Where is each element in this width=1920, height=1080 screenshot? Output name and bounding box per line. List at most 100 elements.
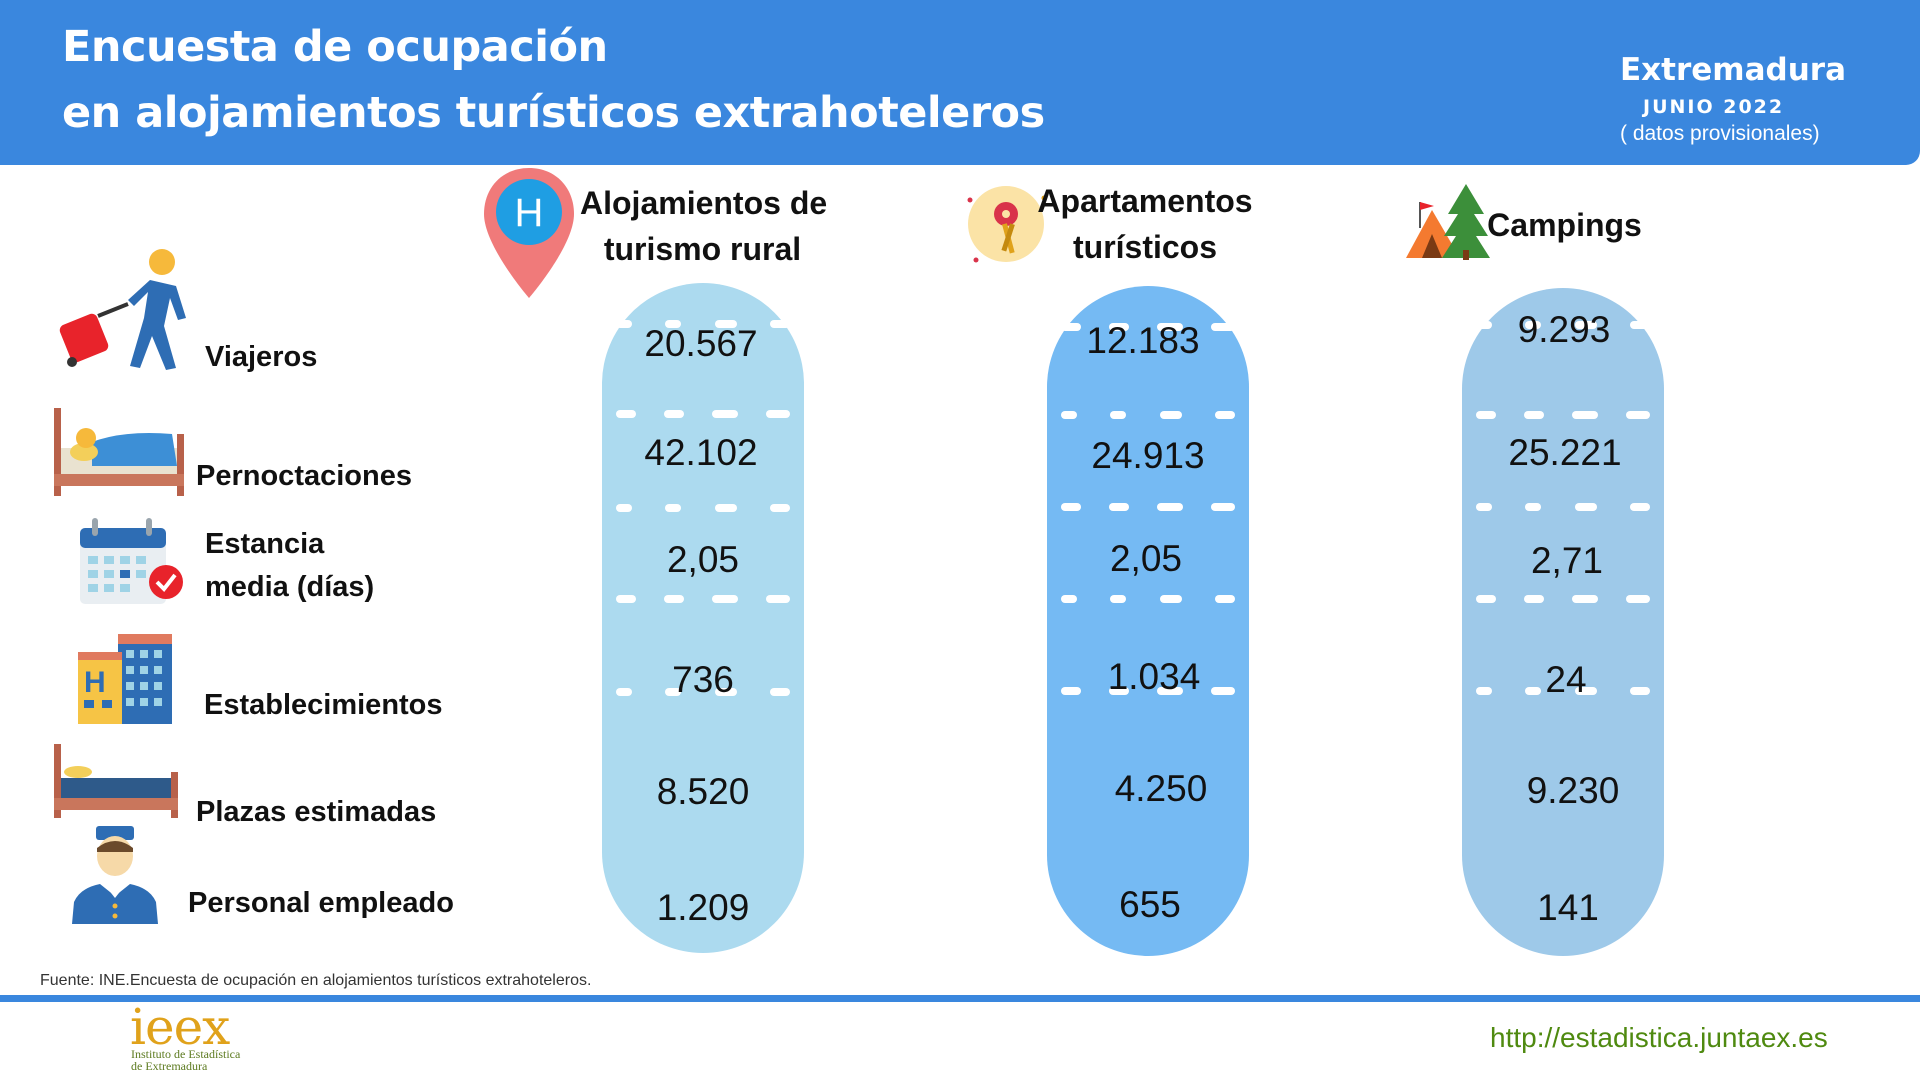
traveler-icon — [59, 249, 186, 370]
dash — [616, 595, 636, 603]
dash — [616, 504, 632, 512]
dash — [616, 688, 632, 696]
dash — [1061, 411, 1077, 419]
separator-dashes — [616, 409, 790, 419]
dash — [1061, 323, 1081, 331]
separator-dashes — [616, 319, 790, 329]
dash — [1157, 323, 1183, 331]
dash — [1110, 595, 1127, 603]
value-campings-estancia: 2,71 — [1530, 540, 1603, 581]
value-rural-pernoctaciones: 42.102 — [644, 432, 758, 473]
separator-dashes — [616, 503, 790, 513]
dash — [1572, 595, 1598, 603]
dash — [766, 410, 790, 418]
value-campings-viajeros: 9.293 — [1517, 309, 1611, 350]
region-label: Extremadura — [1620, 52, 1846, 88]
separator-dashes — [1476, 320, 1650, 330]
footer-divider — [0, 995, 1920, 1002]
metric-label-personal: Personal empleado — [188, 887, 454, 919]
dash — [1110, 411, 1127, 419]
separator-dashes — [1061, 410, 1235, 420]
dash — [1109, 687, 1129, 695]
separator-dashes — [1061, 594, 1235, 604]
dash — [769, 320, 790, 328]
dash — [1061, 503, 1081, 511]
separator-dashes — [1061, 322, 1235, 332]
value-rural-viajeros: 20.567 — [644, 323, 758, 364]
dash — [1476, 595, 1496, 603]
dash — [1157, 687, 1183, 695]
dash — [1061, 595, 1077, 603]
ieex-logo-subtitle-line1: Instituto de Estadística — [131, 1047, 241, 1061]
dash — [1211, 687, 1235, 695]
dash — [664, 410, 684, 418]
column-title-apartments-line2: turísticos — [1072, 229, 1218, 265]
value-campings-pernoctaciones: 25.221 — [1508, 432, 1622, 473]
dash — [1574, 503, 1597, 511]
dash — [1524, 595, 1544, 603]
dash — [1476, 321, 1492, 329]
dash — [712, 410, 738, 418]
dash — [1214, 411, 1235, 419]
dash — [1626, 411, 1650, 419]
dash — [766, 595, 790, 603]
dash — [1525, 687, 1542, 695]
metric-label-establecimientos: Establecimientos — [204, 689, 443, 721]
keys-icon — [967, 186, 1047, 263]
pill-campings — [1462, 288, 1664, 956]
hotel-building-icon: H — [78, 634, 172, 724]
dash — [665, 320, 682, 328]
dash — [1159, 411, 1182, 419]
dash — [1574, 321, 1597, 329]
dash — [1211, 323, 1235, 331]
website-link[interactable]: http://estadistica.juntaex.es — [1490, 1022, 1828, 1053]
value-campings-plazas: 9.230 — [1526, 770, 1620, 811]
header-banner: Encuesta de ocupación en alojamientos tu… — [0, 0, 1920, 165]
column-title-apartments-line1: Apartamentos — [1037, 183, 1253, 219]
dash — [1061, 687, 1081, 695]
value-apartments-personal: 655 — [1119, 884, 1181, 925]
ieex-logo: ieex — [130, 998, 230, 1056]
value-rural-establecimientos: 736 — [672, 659, 734, 700]
dash — [1525, 503, 1542, 511]
dash — [1524, 411, 1544, 419]
dash — [664, 595, 684, 603]
dash — [714, 320, 737, 328]
dash — [1157, 503, 1183, 511]
dash — [769, 504, 790, 512]
page-title-line1: Encuesta de ocupación — [62, 22, 608, 72]
separator-dashes — [1476, 594, 1650, 604]
pill-rural — [602, 283, 804, 953]
dash — [1476, 503, 1492, 511]
value-rural-estancia: 2,05 — [666, 539, 739, 580]
value-apartments-estancia: 2,05 — [1109, 538, 1182, 579]
metric-label-viajeros: Viajeros — [205, 341, 318, 373]
bed-sleeping-icon — [54, 408, 184, 496]
dash — [1525, 321, 1542, 329]
dash — [1476, 411, 1496, 419]
metric-label-pernoctaciones: Pernoctaciones — [196, 460, 412, 492]
separator-dashes — [1476, 502, 1650, 512]
value-campings-establecimientos: 24 — [1545, 659, 1587, 700]
value-apartments-pernoctaciones: 24.913 — [1091, 435, 1205, 476]
value-apartments-establecimientos: 1.034 — [1107, 656, 1201, 697]
dash — [1629, 503, 1650, 511]
page-title-line2: en alojamientos turísticos extrahotelero… — [62, 88, 1045, 138]
source-note: Fuente: INE.Encuesta de ocupación en alo… — [40, 972, 592, 989]
column-title-rural-line2: turismo rural — [603, 231, 802, 267]
staff-person-icon — [72, 826, 158, 924]
separator-dashes — [1476, 686, 1650, 696]
dash — [714, 504, 737, 512]
dash — [1626, 595, 1650, 603]
dash — [1211, 503, 1235, 511]
provisional-note: ( datos provisionales) — [1620, 122, 1820, 145]
dash — [1629, 321, 1650, 329]
ieex-logo-subtitle: Instituto de Estadística de Extremadura — [131, 1048, 240, 1072]
dash — [1214, 595, 1235, 603]
dash — [665, 504, 682, 512]
period-label: JUNIO 2022 — [1643, 96, 1785, 118]
value-rural-personal: 1.209 — [656, 887, 750, 928]
dash — [1159, 595, 1182, 603]
ieex-logo-subtitle-line2: de Extremadura — [131, 1059, 208, 1073]
dash — [714, 688, 737, 696]
